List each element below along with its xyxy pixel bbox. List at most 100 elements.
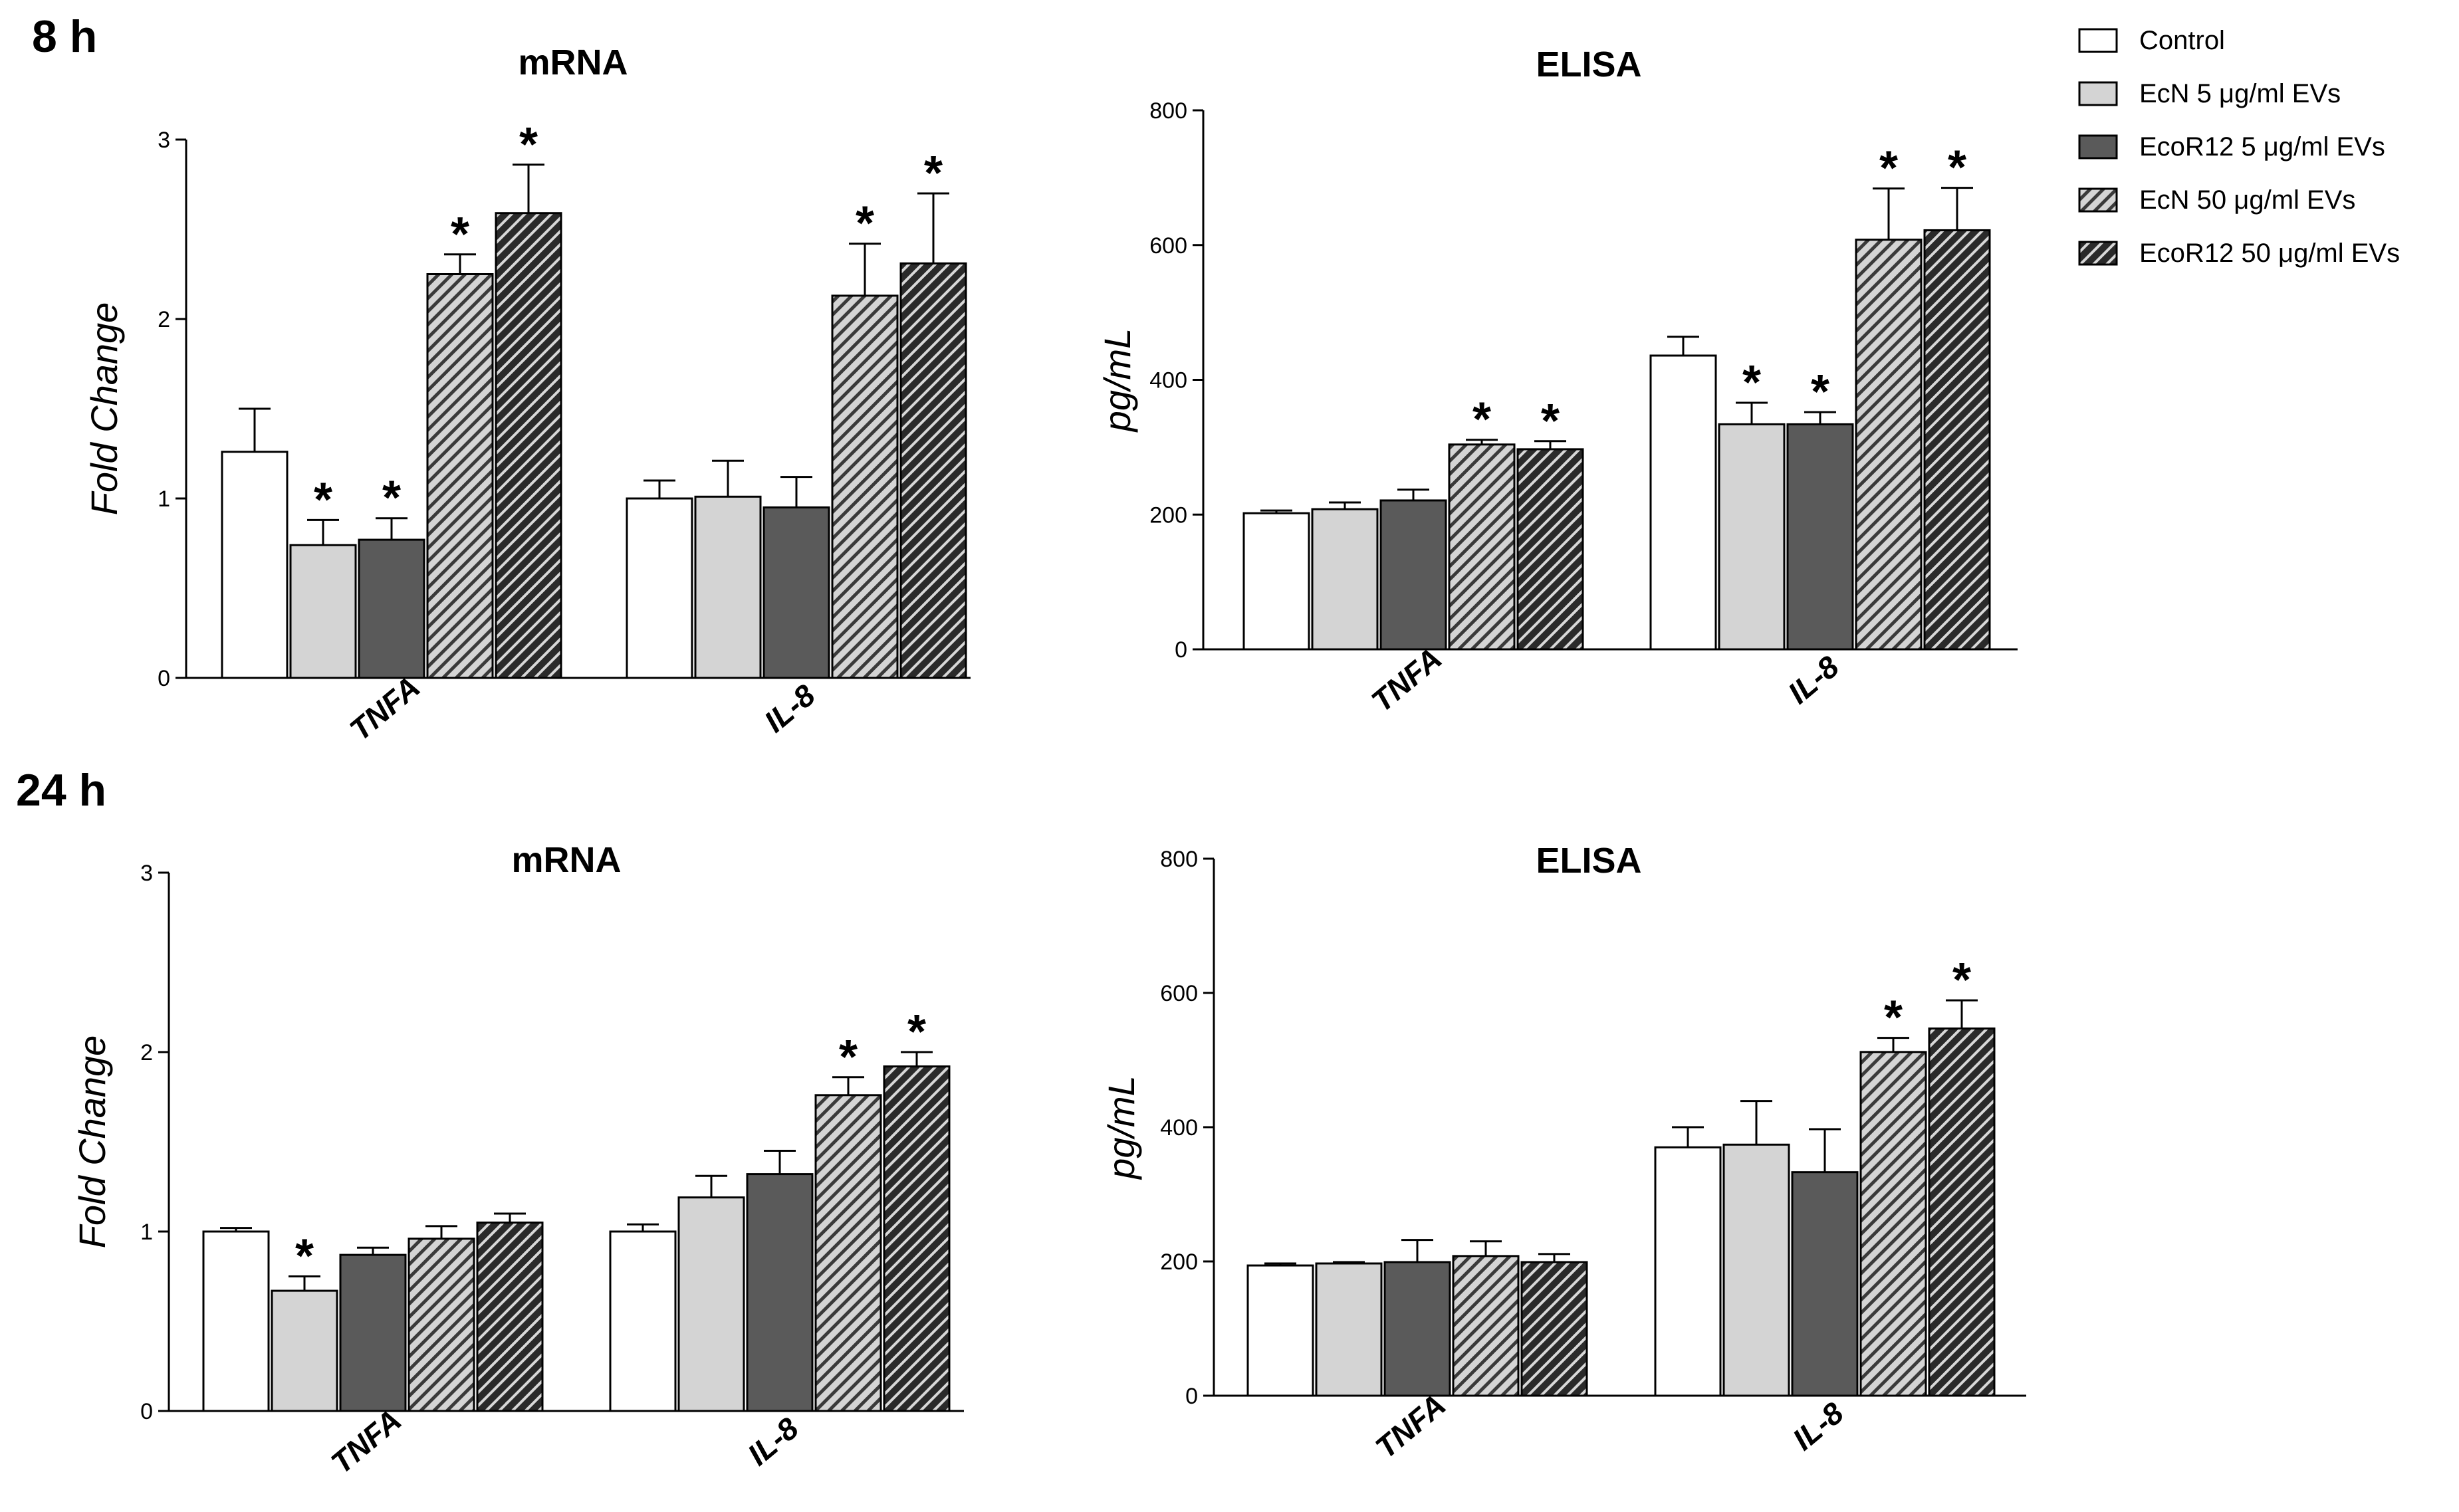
significance-asterisk: * — [1541, 395, 1560, 448]
legend-swatch — [2078, 134, 2118, 160]
chart-title: ELISA — [1536, 45, 1641, 84]
y-tick-label: 0 — [1175, 637, 1187, 663]
bar — [1786, 423, 1854, 651]
legend-label: Control — [2139, 26, 2225, 55]
section-label-24h: 24 h — [16, 765, 106, 815]
y-tick-label: 1 — [140, 1220, 153, 1245]
significance-asterisk: * — [519, 118, 538, 171]
bar — [746, 1173, 814, 1412]
bar — [408, 1238, 475, 1412]
x-tick-label: TNFA — [324, 1402, 408, 1480]
bar — [1242, 512, 1310, 651]
significance-asterisk: * — [382, 472, 401, 525]
bar — [476, 1222, 544, 1412]
bar — [677, 1196, 745, 1412]
chart-elisa-24h: ELISA pg/mL 0 200 400 600 800 TNFA * * IL-8 — [1100, 841, 2026, 1465]
chart-title: mRNA — [511, 840, 621, 880]
y-tick-label: 200 — [1160, 1249, 1198, 1275]
bar — [694, 495, 762, 679]
bar — [289, 544, 357, 679]
significance-asterisk: * — [1879, 142, 1898, 195]
legend-label: EcoR12 5 μg/ml EVs — [2139, 132, 2385, 162]
chart-title: ELISA — [1536, 841, 1641, 881]
bar — [1928, 1027, 1996, 1397]
bar — [831, 294, 899, 679]
y-tick-label: 0 — [1185, 1384, 1198, 1409]
bar — [495, 212, 562, 679]
legend-label: EcN 5 μg/ml EVs — [2139, 79, 2341, 108]
chart-mrna-24h: mRNA Fold Change 0 1 2 3 * TNFA * * IL-8 — [71, 840, 964, 1480]
y-tick-label: 600 — [1149, 233, 1187, 259]
significance-asterisk: * — [1948, 142, 1966, 195]
significance-asterisk: * — [907, 1006, 926, 1059]
section-label-8h: 8 h — [32, 11, 97, 62]
y-tick-label: 0 — [140, 1399, 153, 1424]
y-tick-label: 600 — [1160, 981, 1198, 1006]
legend-swatch — [2078, 28, 2118, 53]
bar — [1452, 1255, 1520, 1397]
bar — [1315, 1262, 1383, 1397]
chart-title: mRNA — [518, 43, 628, 82]
significance-asterisk: * — [924, 147, 943, 200]
bar — [1718, 423, 1786, 651]
legend-label: EcoR12 50 μg/ml EVs — [2139, 239, 2400, 268]
chart-elisa-8h: ELISA pg/mL 0 200 400 600 800 * * TNFA * * * * IL-8 — [1096, 45, 2018, 718]
significance-asterisk: * — [1952, 954, 1971, 1007]
x-tick-label: IL-8 — [741, 1410, 805, 1472]
bar — [1791, 1171, 1859, 1397]
y-tick-label: 200 — [1149, 502, 1187, 528]
bar — [1855, 239, 1923, 651]
bar — [762, 506, 830, 679]
bar — [1383, 1261, 1451, 1397]
y-axis-label: pg/mL — [1100, 1075, 1142, 1180]
y-tick-label: 400 — [1149, 368, 1187, 393]
x-tick-label: TNFA — [1369, 1387, 1452, 1465]
significance-asterisk: * — [1811, 366, 1829, 419]
y-axis-label: Fold Change — [71, 1035, 113, 1249]
y-axis-label: pg/mL — [1096, 328, 1138, 433]
y-tick-label: 3 — [140, 861, 153, 886]
bar — [202, 1230, 270, 1412]
bar — [1379, 499, 1447, 651]
y-tick-label: 0 — [158, 666, 170, 691]
y-axis-label: Fold Change — [83, 302, 125, 516]
x-tick-label: TNFA — [343, 669, 426, 747]
bar — [814, 1094, 882, 1412]
bar — [1654, 1146, 1722, 1397]
bar — [426, 273, 494, 679]
legend-label: EcN 50 μg/ml EVs — [2139, 185, 2355, 215]
significance-asterisk: * — [1742, 356, 1761, 409]
bar — [626, 497, 693, 679]
significance-asterisk: * — [295, 1230, 314, 1283]
x-tick-label: IL-8 — [1782, 649, 1845, 710]
legend-swatch — [2078, 187, 2118, 213]
bar — [339, 1253, 407, 1412]
bar — [358, 538, 425, 679]
y-tick-label: 1 — [158, 486, 170, 512]
bar — [609, 1230, 677, 1412]
significance-asterisk: * — [839, 1031, 858, 1084]
bar — [1311, 508, 1379, 651]
y-tick-label: 2 — [158, 307, 170, 332]
bar — [221, 451, 289, 679]
bar — [1859, 1051, 1927, 1397]
y-tick-label: 3 — [158, 128, 170, 153]
legend-swatch — [2078, 81, 2118, 106]
bar — [1649, 354, 1717, 651]
bar — [899, 262, 967, 679]
x-tick-label: TNFA — [1365, 641, 1448, 718]
bar — [1516, 448, 1584, 651]
significance-asterisk: * — [1472, 393, 1491, 447]
bar — [1520, 1261, 1588, 1397]
bar — [1923, 229, 1991, 651]
bar — [1448, 443, 1516, 651]
bar — [1246, 1264, 1314, 1397]
y-tick-label: 400 — [1160, 1115, 1198, 1140]
significance-asterisk: * — [1884, 992, 1903, 1045]
y-tick-label: 800 — [1160, 847, 1198, 872]
significance-asterisk: * — [314, 473, 332, 526]
bar — [271, 1289, 338, 1412]
significance-asterisk: * — [856, 197, 874, 251]
x-tick-label: IL-8 — [1786, 1395, 1850, 1457]
